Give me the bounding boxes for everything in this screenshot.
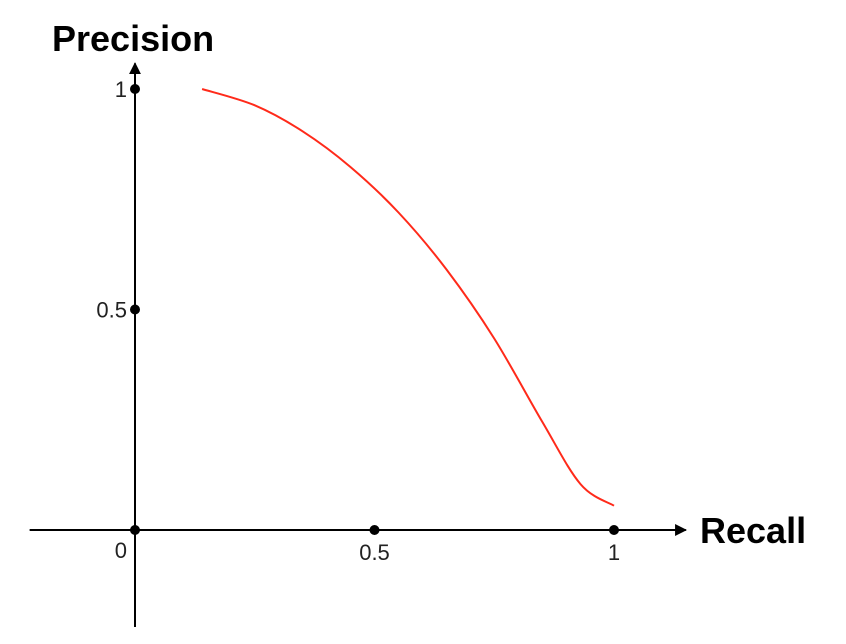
x-axis-title: Recall [700,510,806,551]
x-tick-label: 1 [608,540,620,565]
origin-dot [130,525,140,535]
x-tick-label: 0.5 [359,540,390,565]
x-tick-dot [609,525,619,535]
y-tick-label: 0.5 [96,298,127,323]
y-tick-label: 1 [115,77,127,102]
y-axis-title: Precision [52,18,214,59]
x-tick-label: 0 [115,538,127,563]
x-tick-dot [369,525,380,535]
precision-recall-curve [201,88,615,507]
y-tick-dot [130,84,140,94]
y-tick-dot [130,304,140,315]
